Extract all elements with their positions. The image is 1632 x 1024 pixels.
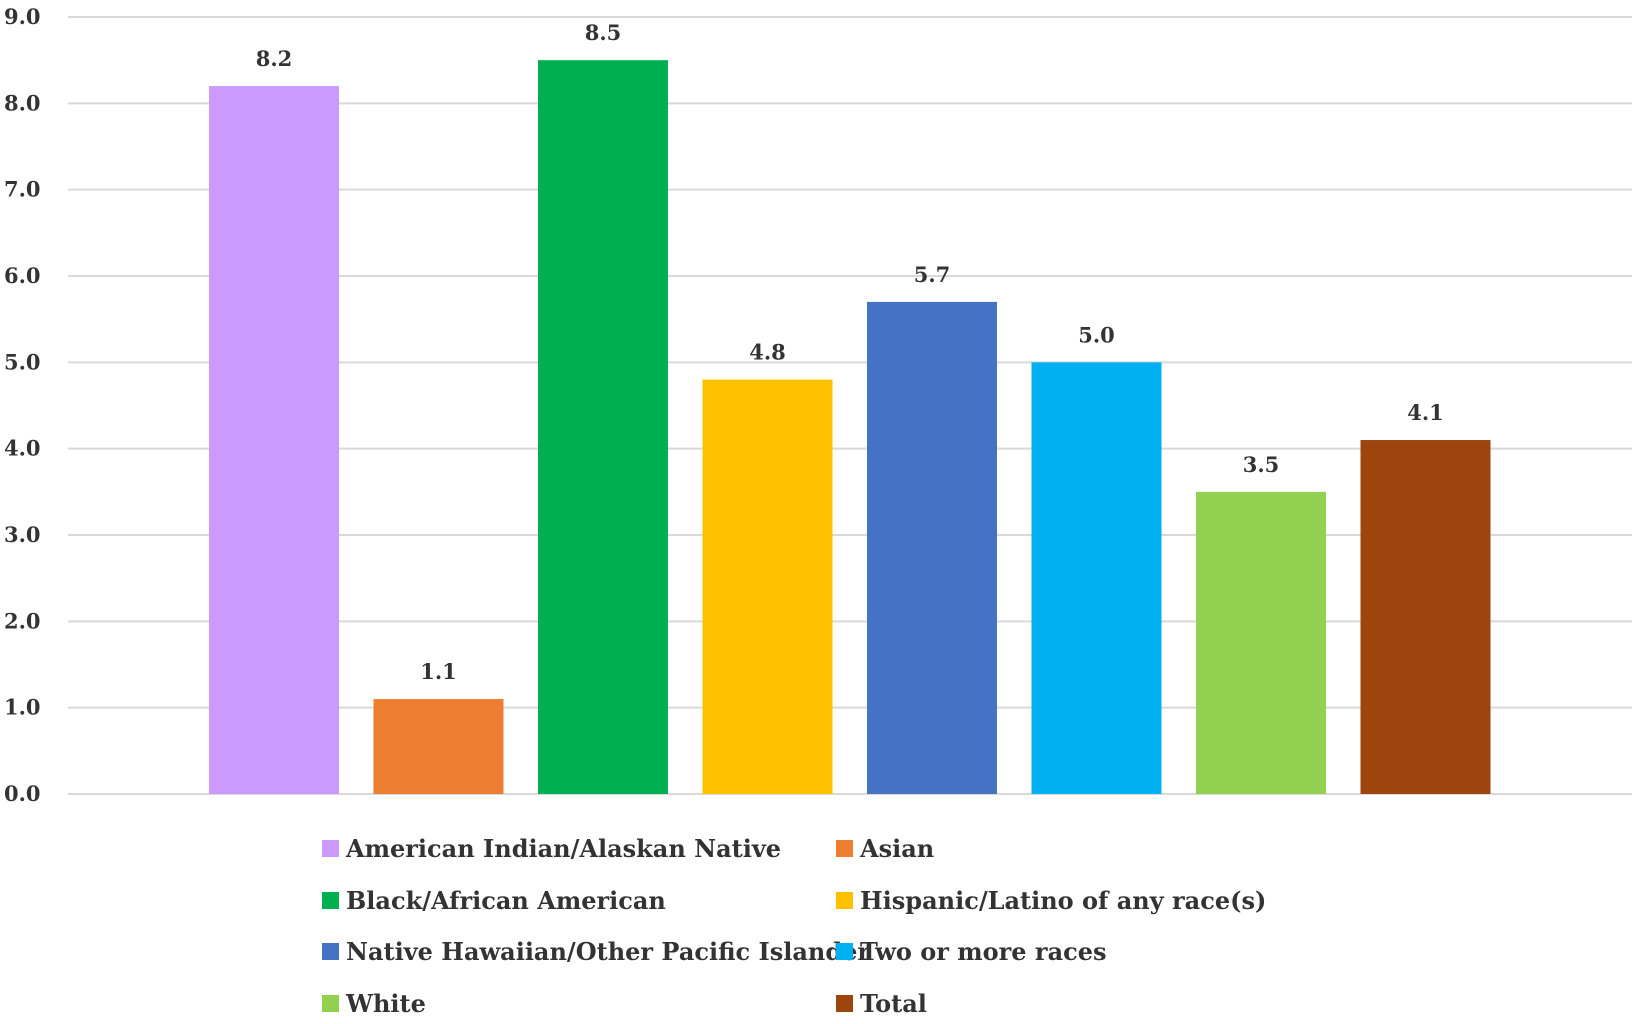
data-label: 1.1 — [420, 659, 457, 684]
data-label: 8.5 — [585, 20, 622, 45]
legend-label: Black/African American — [346, 886, 666, 915]
bar — [1360, 440, 1491, 794]
legend-item: White — [322, 989, 426, 1018]
data-label: 5.0 — [1078, 322, 1115, 347]
legend-item: Two or more races — [836, 937, 1107, 966]
legend-item: Native Hawaiian/Other Pacific Islander — [322, 937, 870, 966]
y-tick-label: 2.0 — [4, 608, 41, 633]
legend-label: White — [345, 989, 426, 1018]
legend-item: Hispanic/Latino of any race(s) — [836, 886, 1266, 915]
y-tick-label: 8.0 — [4, 90, 41, 115]
legend-label: American Indian/Alaskan Native — [345, 834, 781, 863]
legend-swatch — [322, 892, 339, 909]
bar — [538, 60, 668, 794]
data-label: 5.7 — [914, 262, 951, 287]
bars — [209, 60, 1491, 795]
data-label: 4.8 — [749, 340, 786, 365]
data-label: 8.2 — [256, 46, 293, 71]
data-label: 4.1 — [1407, 400, 1444, 425]
legend-label: Hispanic/Latino of any race(s) — [860, 886, 1266, 915]
legend-swatch — [836, 995, 853, 1012]
data-label: 3.5 — [1243, 452, 1280, 477]
legend-swatch — [322, 995, 339, 1012]
legend-label: Two or more races — [860, 937, 1107, 966]
bar — [1196, 491, 1326, 794]
y-tick-label: 3.0 — [4, 522, 41, 547]
y-axis-tick-labels: 0.0 1.0 2.0 3.0 4.0 5.0 6.0 7.0 8.0 9.0 — [4, 4, 41, 806]
legend-swatch — [836, 943, 853, 960]
legend-item: Asian — [836, 834, 934, 863]
legend-item: Total — [836, 989, 927, 1018]
bar — [373, 699, 504, 794]
legend-swatch — [322, 943, 339, 960]
y-tick-label: 9.0 — [4, 4, 41, 29]
y-tick-label: 7.0 — [4, 177, 41, 202]
legend-swatch — [836, 892, 853, 909]
legend: American Indian/Alaskan Native Asian Black… — [322, 834, 1266, 1018]
y-tick-label: 5.0 — [4, 349, 41, 374]
legend-item: Black/African American — [322, 886, 666, 915]
legend-swatch — [836, 840, 853, 857]
bar — [209, 86, 339, 795]
legend-item: American Indian/Alaskan Native — [322, 834, 781, 863]
y-tick-label: 4.0 — [4, 436, 41, 461]
y-tick-label: 1.0 — [4, 695, 41, 720]
bar — [1031, 362, 1162, 794]
legend-swatch — [322, 840, 339, 857]
bar — [867, 301, 997, 794]
legend-label: Asian — [859, 834, 934, 863]
bar — [702, 379, 833, 794]
y-tick-label: 6.0 — [4, 263, 41, 288]
legend-label: Native Hawaiian/Other Pacific Islander — [346, 937, 870, 966]
y-tick-label: 0.0 — [4, 781, 41, 806]
legend-label: Total — [860, 989, 927, 1018]
data-labels: 8.2 1.1 8.5 4.8 5.7 5.0 3.5 4.1 — [256, 20, 1444, 684]
